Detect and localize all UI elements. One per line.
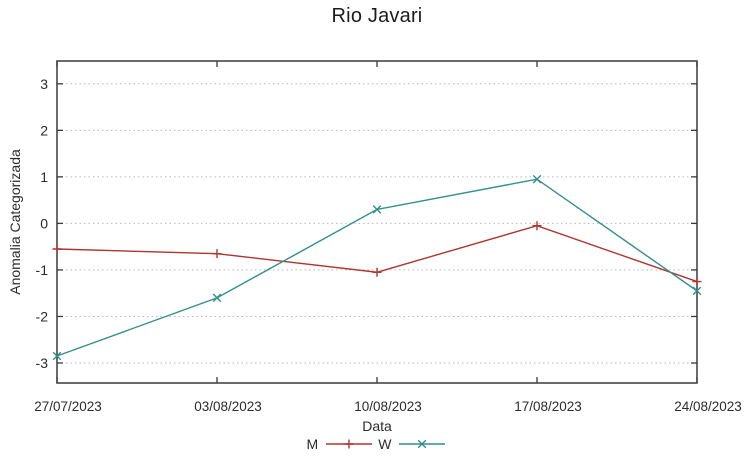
x-tick-label: 10/08/2023 [354, 399, 422, 414]
plus-marker [372, 267, 382, 277]
x-tick-label: 24/08/2023 [674, 399, 742, 414]
plus-marker [52, 244, 62, 254]
legend-sample-W [399, 439, 446, 449]
plot-border [56, 60, 698, 384]
x-axis-label: Data [362, 418, 392, 434]
chart-title: Rio Javari [331, 5, 423, 27]
legend-entry-M: M [307, 435, 373, 453]
plus-marker [692, 277, 702, 287]
series-line-W [56, 178, 698, 357]
legend-entry-W: W [378, 435, 446, 453]
cross-marker [372, 205, 382, 214]
x-tick-label: 17/08/2023 [514, 399, 582, 414]
legend-label-M: M [306, 436, 319, 452]
y-tick-label: -2 [36, 308, 49, 324]
plus-marker [532, 221, 542, 231]
x-tick-label: 03/08/2023 [194, 399, 262, 414]
x-tick-label: 27/07/2023 [34, 399, 102, 414]
y-tick-label: -3 [36, 355, 49, 371]
plus-marker [212, 249, 222, 259]
y-tick-label: 1 [40, 169, 48, 185]
y-tick-label: 2 [40, 122, 48, 138]
y-tick-label: -1 [36, 262, 49, 278]
cross-marker [52, 351, 62, 361]
legend-sample-M [326, 439, 373, 449]
y-tick-label: 3 [40, 76, 48, 92]
cross-marker [692, 286, 702, 296]
cross-marker [532, 174, 542, 184]
legend-label-W: W [378, 436, 392, 452]
y-tick-label: 0 [40, 215, 48, 231]
cross-marker [212, 293, 222, 303]
